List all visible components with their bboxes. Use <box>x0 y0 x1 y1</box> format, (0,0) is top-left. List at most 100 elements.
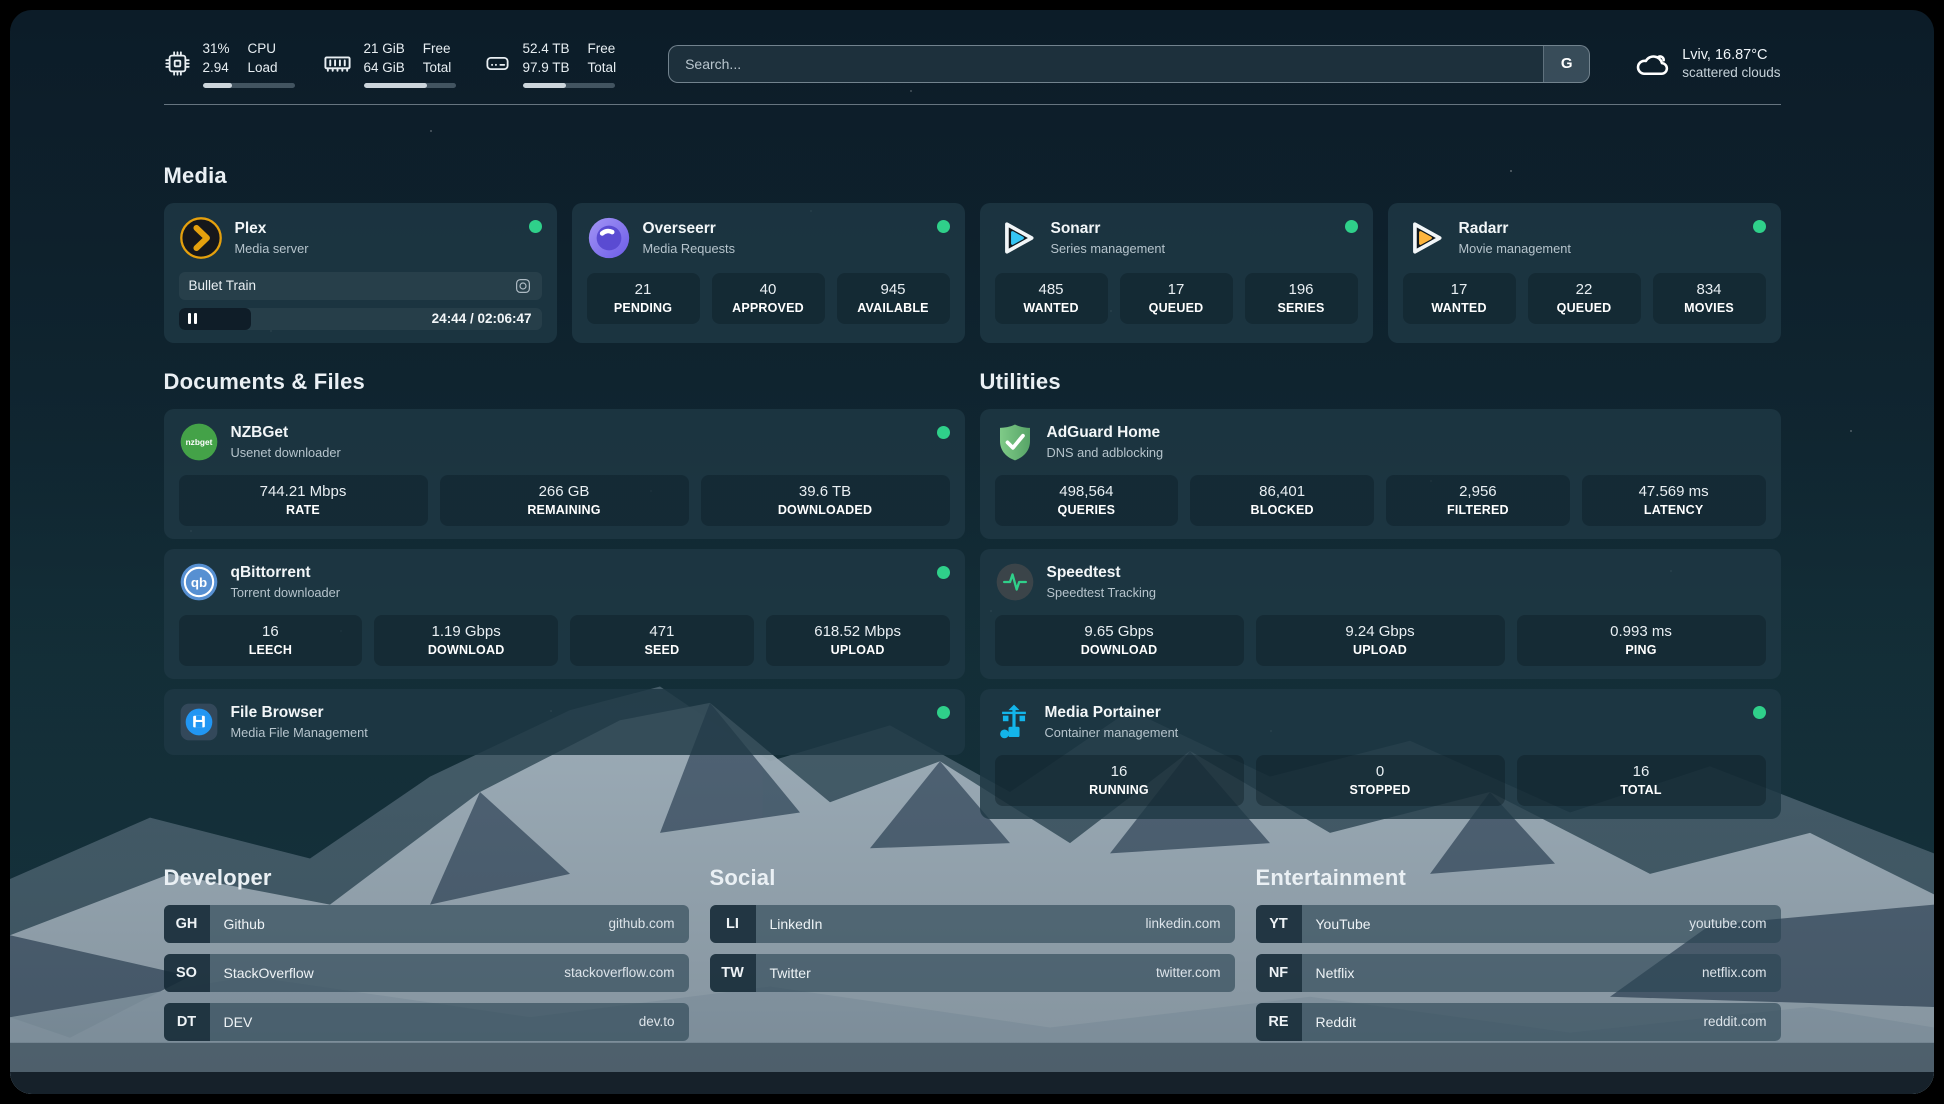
speedtest-card[interactable]: Speedtest Speedtest Tracking 9.65 Gbps D… <box>979 548 1781 679</box>
overseerr-card[interactable]: Overseerr Media Requests 21 PENDING 40 A… <box>571 202 965 343</box>
adguard-desc: DNS and adblocking <box>1046 444 1164 460</box>
link-github[interactable]: GH Github github.com <box>163 904 689 943</box>
link-reddit[interactable]: RE Reddit reddit.com <box>1255 1002 1781 1041</box>
header-divider <box>163 103 1781 105</box>
qbittorrent-leech-stat: 16 LEECH <box>178 614 363 666</box>
nzbget-icon: nzbget <box>180 423 217 461</box>
plex-card[interactable]: Plex Media server Bullet Train <box>163 202 557 343</box>
link-linkedin[interactable]: LI LinkedIn linkedin.com <box>709 904 1235 943</box>
portainer-status-dot <box>1752 705 1766 719</box>
utilities-section: Utilities AdGuard Home DNS and adblockin… <box>979 368 1781 819</box>
bottom-strip <box>10 1072 1934 1094</box>
disk-progress-bar <box>522 82 615 88</box>
filebrowser-desc: Media File Management <box>230 724 368 740</box>
qbittorrent-desc: Torrent downloader <box>230 584 341 600</box>
overseerr-available-stat: 945 AVAILABLE <box>836 272 950 324</box>
disk-free-value: 52.4 TB <box>522 41 570 56</box>
filebrowser-card[interactable]: File Browser Media File Management <box>163 688 965 755</box>
dashboard-frame: 31% 2.94 CPU Load 21 GiB 64 GiB F <box>10 10 1934 1094</box>
link-youtube[interactable]: YT YouTube youtube.com <box>1255 904 1781 943</box>
reddit-tag: RE <box>1255 1002 1302 1041</box>
ram-total-label: Total <box>422 59 452 75</box>
nzbget-rate-stat: 744.21 Mbps RATE <box>178 474 428 526</box>
ram-free-label: Free <box>422 41 451 56</box>
portainer-desc: Container management <box>1044 724 1179 740</box>
dev-tag: DT <box>163 1002 210 1041</box>
top-bar: 31% 2.94 CPU Load 21 GiB 64 GiB F <box>164 10 1781 88</box>
radarr-desc: Movie management <box>1458 240 1571 256</box>
overseerr-icon <box>588 217 629 258</box>
portainer-total-stat: 16 TOTAL <box>1516 754 1766 806</box>
ram-total-value: 64 GiB <box>363 59 405 75</box>
plex-now-playing-title: Bullet Train <box>188 278 257 294</box>
nzbget-status-dot <box>936 425 950 439</box>
cpu-label: CPU <box>247 41 277 56</box>
nzbget-title: NZBGet <box>230 423 289 441</box>
record-icon <box>514 277 532 295</box>
github-tag: GH <box>163 904 210 943</box>
pause-button[interactable] <box>187 313 197 325</box>
adguard-blocked-stat: 86,401 BLOCKED <box>1190 474 1374 526</box>
disk-total-label: Total <box>587 59 617 75</box>
search-engine-button[interactable]: G <box>1543 45 1590 82</box>
sonarr-wanted-stat: 485 WANTED <box>994 272 1108 324</box>
sonarr-desc: Series management <box>1050 240 1166 256</box>
qbittorrent-card[interactable]: qb qBittorrent Torrent downloader 16 LEE… <box>163 548 965 679</box>
speedtest-title: Speedtest <box>1046 563 1121 581</box>
nzbget-card[interactable]: nzbget NZBGet Usenet downloader 744.21 M… <box>163 408 965 539</box>
youtube-tag: YT <box>1255 904 1302 943</box>
nzbget-downloaded-stat: 39.6 TB DOWNLOADED <box>700 474 950 526</box>
overseerr-status-dot <box>936 219 950 233</box>
plex-desc: Media server <box>234 240 309 256</box>
ram-progress-bar <box>363 82 456 88</box>
plex-icon <box>179 216 222 259</box>
adguard-filtered-stat: 2,956 FILTERED <box>1386 474 1570 526</box>
ram-icon <box>323 56 351 73</box>
system-stats: 31% 2.94 CPU Load 21 GiB 64 GiB F <box>164 40 617 88</box>
link-stackoverflow[interactable]: SO StackOverflow stackoverflow.com <box>163 953 689 992</box>
social-section-title: Social <box>709 864 776 890</box>
overseerr-desc: Media Requests <box>642 240 735 256</box>
search-input[interactable] <box>669 45 1544 82</box>
sonarr-card[interactable]: Sonarr Series management 485 WANTED 17 Q… <box>979 202 1373 343</box>
radarr-status-dot <box>1752 219 1766 233</box>
radarr-queued-stat: 22 QUEUED <box>1527 272 1641 324</box>
nzbget-remaining-stat: 266 GB REMAINING <box>439 474 689 526</box>
utilities-section-title: Utilities <box>979 368 1061 394</box>
link-netflix[interactable]: NF Netflix netflix.com <box>1255 953 1781 992</box>
portainer-title: Media Portainer <box>1044 703 1161 721</box>
plex-status-dot <box>528 219 542 233</box>
disk-stat: 52.4 TB 97.9 TB Free Total <box>484 40 617 88</box>
cpu-stat: 31% 2.94 CPU Load <box>164 40 295 88</box>
overseerr-pending-stat: 21 PENDING <box>586 272 700 324</box>
documents-section: Documents & Files nzbget NZBGet Usenet d… <box>163 369 965 819</box>
weather-condition: scattered clouds <box>1682 65 1781 81</box>
speedtest-download-stat: 9.65 Gbps DOWNLOAD <box>994 614 1244 666</box>
portainer-card[interactable]: Media Portainer Container management 16 … <box>979 688 1781 819</box>
link-dev[interactable]: DT DEV dev.to <box>163 1002 689 1041</box>
linkedin-tag: LI <box>709 904 756 943</box>
entertainment-section-title: Entertainment <box>1255 864 1407 890</box>
twitter-tag: TW <box>709 953 756 992</box>
sonarr-series-stat: 196 SERIES <box>1244 272 1358 324</box>
plex-title: Plex <box>234 219 267 237</box>
memory-stat: 21 GiB 64 GiB Free Total <box>323 40 456 88</box>
filebrowser-status-dot <box>936 705 950 719</box>
adguard-card[interactable]: AdGuard Home DNS and adblocking 498,564 … <box>979 408 1781 539</box>
svg-text:nzbget: nzbget <box>185 437 212 447</box>
link-twitter[interactable]: TW Twitter twitter.com <box>709 953 1235 992</box>
qbittorrent-download-stat: 1.19 Gbps DOWNLOAD <box>374 614 558 666</box>
netflix-tag: NF <box>1255 953 1302 992</box>
cpu-icon <box>164 51 190 77</box>
developer-section: Developer GH Github github.com SO StackO… <box>163 865 689 1041</box>
qbittorrent-seed-stat: 471 SEED <box>570 614 754 666</box>
nzbget-desc: Usenet downloader <box>230 444 341 460</box>
speedtest-ping-stat: 0.993 ms PING <box>1516 614 1766 666</box>
sonarr-status-dot <box>1344 219 1358 233</box>
entertainment-section: Entertainment YT YouTube youtube.com NF … <box>1255 864 1781 1041</box>
filebrowser-icon <box>180 703 217 741</box>
disk-icon <box>485 57 509 71</box>
sonarr-icon <box>1004 222 1033 254</box>
filebrowser-title: File Browser <box>230 703 324 721</box>
radarr-card[interactable]: Radarr Movie management 17 WANTED 22 QUE… <box>1387 202 1781 343</box>
